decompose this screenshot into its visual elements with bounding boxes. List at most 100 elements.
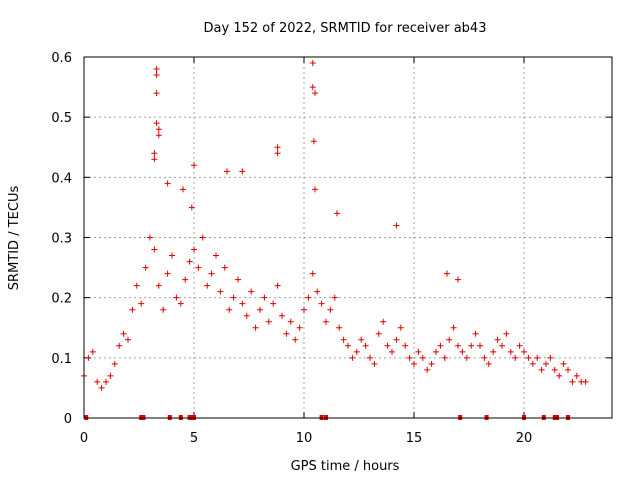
data-point <box>213 252 219 259</box>
data-point <box>441 354 448 361</box>
data-point <box>155 126 162 133</box>
data-point <box>208 270 215 277</box>
data-point <box>309 270 316 277</box>
data-point <box>340 336 347 343</box>
data-point <box>129 306 136 313</box>
data-point <box>116 342 123 349</box>
grid-lines <box>84 57 612 418</box>
plot-frame <box>83 56 613 419</box>
y-tick-label: 0.5 <box>51 111 72 126</box>
data-point <box>153 66 160 73</box>
data-point <box>565 366 571 373</box>
data-point <box>191 246 197 253</box>
data-point <box>384 342 391 349</box>
y-tick-label: 0.2 <box>51 292 72 307</box>
data-point <box>164 270 171 277</box>
data-point <box>345 342 351 349</box>
data-point <box>406 354 413 361</box>
data-point <box>138 300 145 307</box>
data-point <box>521 348 527 355</box>
y-tick-label: 0 <box>64 412 72 427</box>
data-point <box>296 324 303 331</box>
data-point <box>358 336 365 343</box>
data-point <box>393 336 400 343</box>
data-point <box>111 360 118 367</box>
y-tick-label: 0.3 <box>51 232 72 247</box>
data-point <box>195 264 202 271</box>
data-point <box>556 372 563 379</box>
data-point <box>153 72 160 79</box>
data-point <box>274 282 281 289</box>
y-tick-label: 0.1 <box>51 352 72 367</box>
data-point <box>283 330 290 337</box>
x-tick-label: 15 <box>406 431 423 446</box>
data-point <box>551 366 558 373</box>
data-point <box>494 336 501 343</box>
data-point <box>301 306 307 313</box>
data-point <box>499 342 505 349</box>
data-point <box>180 186 186 193</box>
data-point <box>375 330 382 337</box>
data-point <box>455 276 461 283</box>
data-points <box>81 60 589 391</box>
data-point <box>191 162 197 169</box>
data-point <box>463 354 470 361</box>
data-point <box>274 150 281 157</box>
data-point <box>274 144 281 151</box>
data-point <box>415 348 422 355</box>
data-point <box>582 378 589 385</box>
data-point <box>153 120 160 127</box>
data-point <box>248 288 255 295</box>
data-point <box>318 300 325 307</box>
data-point <box>455 342 461 349</box>
data-point <box>573 372 580 379</box>
data-point <box>547 354 554 361</box>
y-tick-label: 0.4 <box>51 171 72 186</box>
data-point <box>305 294 312 301</box>
data-point <box>188 204 195 211</box>
data-point <box>243 312 250 319</box>
data-point <box>516 342 523 349</box>
data-point <box>309 84 316 91</box>
y-axis-label: SRMTID / TECUs <box>7 186 22 291</box>
data-point <box>503 330 510 337</box>
data-point <box>393 222 400 229</box>
data-point <box>186 258 193 265</box>
data-point <box>569 378 576 385</box>
data-point <box>525 354 532 361</box>
data-point <box>142 264 149 271</box>
data-point <box>331 294 338 301</box>
data-point <box>94 378 101 385</box>
data-point <box>444 270 450 277</box>
data-point <box>151 150 158 157</box>
data-point <box>147 234 153 241</box>
data-point <box>362 342 369 349</box>
data-point <box>428 360 435 367</box>
data-point <box>538 366 545 373</box>
data-point <box>424 366 431 373</box>
data-point <box>103 378 109 385</box>
data-point <box>279 312 285 319</box>
data-point <box>125 336 131 343</box>
data-point <box>160 306 167 313</box>
data-point <box>310 138 317 145</box>
data-point <box>477 342 483 349</box>
data-point <box>120 330 127 337</box>
x-tick-label: 20 <box>516 431 533 446</box>
data-point <box>85 354 92 361</box>
data-point <box>98 384 105 391</box>
x-tick-label: 10 <box>296 431 313 446</box>
data-point <box>485 360 492 367</box>
data-point <box>433 348 439 355</box>
data-point <box>182 276 189 283</box>
data-point <box>380 318 387 325</box>
data-point <box>468 342 475 349</box>
data-point <box>199 234 206 241</box>
data-point <box>169 252 175 259</box>
data-point <box>419 354 426 361</box>
data-point <box>312 90 318 97</box>
data-point <box>155 282 162 289</box>
data-point <box>336 324 343 331</box>
data-point <box>292 336 299 343</box>
